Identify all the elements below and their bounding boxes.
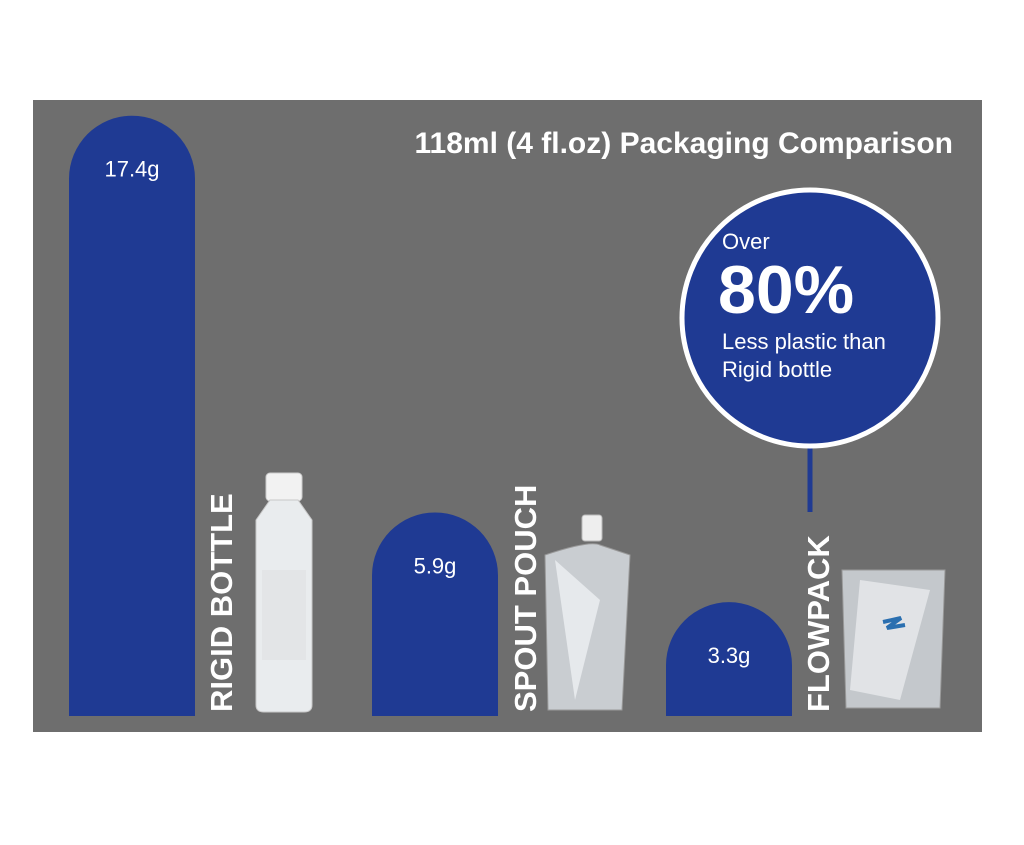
value-label: 17.4g	[104, 157, 159, 182]
callout-lead: Over	[722, 229, 770, 254]
bar	[372, 512, 498, 716]
spout-pouch-illustration	[544, 514, 631, 711]
category-label: RIGID BOTTLE	[204, 493, 239, 712]
callout-circle	[679, 187, 941, 449]
callout-figure: 80%	[718, 252, 854, 328]
bottle-illustration	[255, 472, 313, 713]
callout-line: Less plastic than	[722, 329, 886, 354]
callout-line: Rigid bottle	[722, 357, 832, 382]
value-label: 5.9g	[414, 553, 457, 578]
value-label: 3.3g	[708, 643, 751, 668]
bar	[69, 115, 195, 716]
bar	[666, 602, 792, 716]
chart-title: 118ml (4 fl.oz) Packaging Comparison	[415, 127, 953, 160]
flowpack-illustration	[841, 569, 946, 709]
category-label: FLOWPACK	[801, 535, 836, 712]
category-label: SPOUT POUCH	[508, 485, 543, 712]
